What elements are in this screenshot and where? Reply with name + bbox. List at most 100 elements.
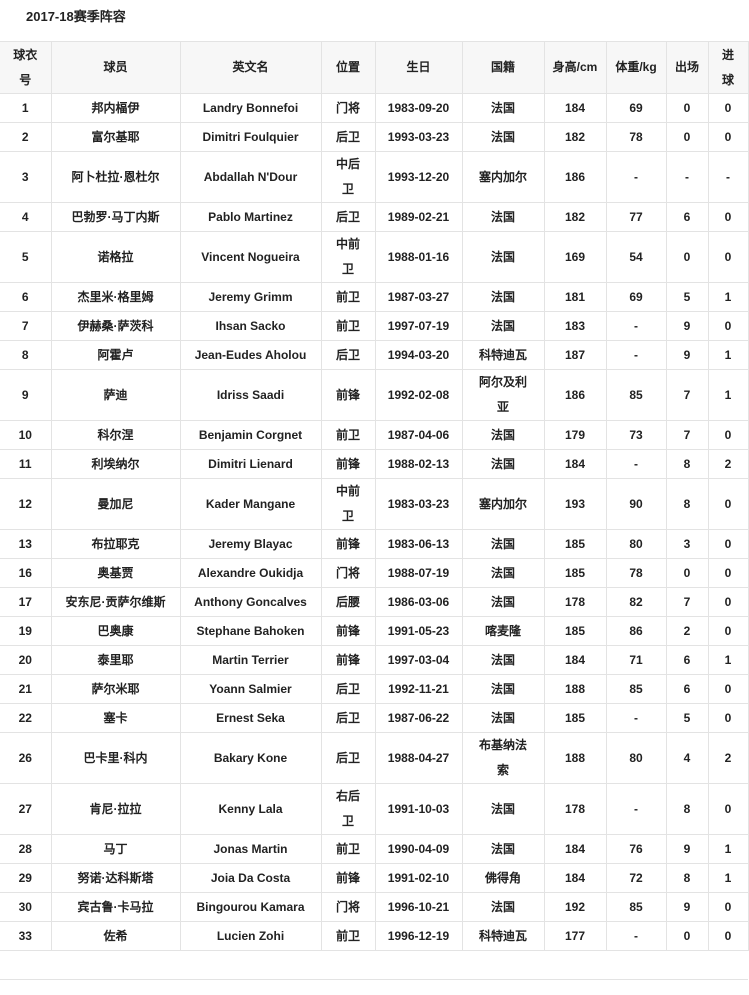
cell-goals: 0: [707, 674, 749, 704]
cell-appearances: 7: [665, 587, 709, 617]
cell-goals: 0: [707, 311, 749, 341]
cell-english-name: Dimitri Lienard: [179, 449, 322, 479]
cell-birthday: 1988-02-13: [374, 449, 463, 479]
cell-jersey-number: 28: [0, 834, 52, 864]
table-row: 9 萨迪 Idriss Saadi 前锋 1992-02-08 阿尔及利亚 186 85 7 1: [0, 369, 749, 421]
cell-birthday: 1988-07-19: [374, 558, 463, 588]
cell-english-name: Jean-Eudes Aholou: [179, 340, 322, 370]
cell-player-name: 诺格拉: [50, 231, 181, 283]
squad-table: 球衣号 球员 英文名 位置 生日 国籍 身高/cm 体重/kg 出场 进球 1 邦内楅伊 Landry…: [0, 41, 749, 951]
cell-jersey-number: 1: [0, 93, 52, 123]
cell-jersey-number: 8: [0, 340, 52, 370]
cell-birthday: 1987-06-22: [374, 703, 463, 733]
cell-goals: 1: [707, 834, 749, 864]
cell-goals: 0: [707, 122, 749, 152]
header-height: 身高/cm: [543, 41, 607, 94]
table-row: 13 布拉耶克 Jeremy Blayac 前锋 1983-06-13 法国 185 80 3 0: [0, 529, 749, 559]
cell-english-name: Landry Bonnefoi: [179, 93, 322, 123]
table-row: 5 诺格拉 Vincent Nogueira 中前卫 1988-01-16 法国 169 54…: [0, 231, 749, 283]
cell-height: 184: [543, 645, 607, 675]
cell-goals: 0: [707, 231, 749, 283]
cell-english-name: Alexandre Oukidja: [179, 558, 322, 588]
cell-english-name: Yoann Salmier: [179, 674, 322, 704]
cell-nationality: 法国: [461, 674, 545, 704]
cell-player-name: 塞卡: [50, 703, 181, 733]
cell-nationality: 法国: [461, 892, 545, 922]
cell-weight: 69: [605, 93, 667, 123]
cell-nationality: 法国: [461, 449, 545, 479]
cell-height: 178: [543, 783, 607, 835]
cell-weight: 69: [605, 282, 667, 312]
cell-jersey-number: 9: [0, 369, 52, 421]
cell-weight: -: [605, 783, 667, 835]
cell-height: 183: [543, 311, 607, 341]
cell-nationality: 法国: [461, 529, 545, 559]
cell-player-name: 努诺·达科斯塔: [50, 863, 181, 893]
cell-birthday: 1983-09-20: [374, 93, 463, 123]
cell-weight: 85: [605, 674, 667, 704]
cell-player-name: 伊赫桑·萨茨科: [50, 311, 181, 341]
cell-english-name: Benjamin Corgnet: [179, 420, 322, 450]
page-title: 2017-18赛季阵容: [26, 9, 126, 24]
cell-player-name: 巴奥康: [50, 616, 181, 646]
cell-player-name: 邦内楅伊: [50, 93, 181, 123]
cell-weight: 73: [605, 420, 667, 450]
cell-appearances: 3: [665, 529, 709, 559]
cell-goals: 0: [707, 93, 749, 123]
cell-birthday: 1991-10-03: [374, 783, 463, 835]
cell-jersey-number: 13: [0, 529, 52, 559]
cell-player-name: 科尔涅: [50, 420, 181, 450]
cell-position: 前卫: [320, 420, 376, 450]
cell-birthday: 1992-02-08: [374, 369, 463, 421]
cell-english-name: Jeremy Blayac: [179, 529, 322, 559]
cell-weight: 80: [605, 529, 667, 559]
cell-goals: 0: [707, 616, 749, 646]
table-row: 19 巴奥康 Stephane Bahoken 前锋 1991-05-23 喀麦隆 185 8…: [0, 616, 749, 646]
cell-english-name: Stephane Bahoken: [179, 616, 322, 646]
cell-goals: -: [707, 151, 749, 203]
cell-height: 184: [543, 93, 607, 123]
cell-weight: 76: [605, 834, 667, 864]
cell-nationality: 塞内加尔: [461, 478, 545, 530]
cell-weight: -: [605, 921, 667, 951]
cell-nationality: 法国: [461, 703, 545, 733]
cell-english-name: Idriss Saadi: [179, 369, 322, 421]
cell-birthday: 1992-11-21: [374, 674, 463, 704]
cell-english-name: Dimitri Foulquier: [179, 122, 322, 152]
cell-english-name: Bingourou Kamara: [179, 892, 322, 922]
cell-birthday: 1983-06-13: [374, 529, 463, 559]
cell-jersey-number: 10: [0, 420, 52, 450]
cell-goals: 0: [707, 587, 749, 617]
cell-nationality: 科特迪瓦: [461, 340, 545, 370]
cell-appearances: -: [665, 151, 709, 203]
cell-birthday: 1989-02-21: [374, 202, 463, 232]
table-row: 33 佐希 Lucien Zohi 前卫 1996-12-19 科特迪瓦 177-0 0: [0, 921, 749, 951]
cell-height: 182: [543, 202, 607, 232]
cell-birthday: 1993-03-23: [374, 122, 463, 152]
cell-appearances: 8: [665, 863, 709, 893]
cell-position: 右后卫: [320, 783, 376, 835]
cell-goals: 1: [707, 863, 749, 893]
table-row: 17 安东尼·贡萨尔维斯 Anthony Goncalves 后腰 1986-03-06…: [0, 587, 749, 617]
cell-goals: 2: [707, 732, 749, 784]
cell-player-name: 泰里耶: [50, 645, 181, 675]
cell-birthday: 1991-05-23: [374, 616, 463, 646]
cell-jersey-number: 4: [0, 202, 52, 232]
cell-weight: 54: [605, 231, 667, 283]
cell-weight: -: [605, 151, 667, 203]
cell-height: 185: [543, 529, 607, 559]
cell-goals: 0: [707, 202, 749, 232]
cell-height: 185: [543, 558, 607, 588]
cell-height: 188: [543, 674, 607, 704]
cell-position: 前锋: [320, 616, 376, 646]
header-weight: 体重/kg: [605, 41, 667, 94]
cell-goals: 1: [707, 282, 749, 312]
cell-nationality: 法国: [461, 122, 545, 152]
cell-appearances: 9: [665, 834, 709, 864]
table-row: 2 富尔基耶 Dimitri Foulquier 后卫 1993-03-23 法国 182 7…: [0, 122, 749, 152]
cell-weight: -: [605, 340, 667, 370]
cell-height: 185: [543, 703, 607, 733]
header-player-name: 球员: [50, 41, 181, 94]
cell-birthday: 1996-12-19: [374, 921, 463, 951]
cell-appearances: 9: [665, 340, 709, 370]
